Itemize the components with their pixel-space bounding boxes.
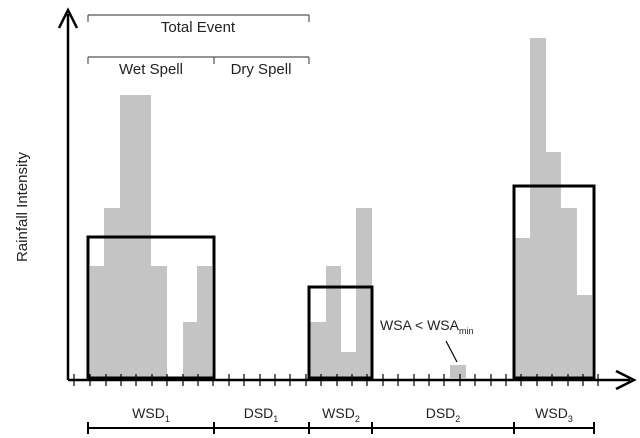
rainfall-bars xyxy=(90,38,592,378)
segment-label-wsd-2: WSD2 xyxy=(322,405,360,424)
rainfall-bar xyxy=(151,266,167,378)
rainfall-bar xyxy=(515,238,530,378)
segment-label-dsd-1: DSD1 xyxy=(244,405,279,424)
rainfall-bar xyxy=(561,208,577,378)
total-event-label: Total Event xyxy=(161,19,236,36)
x-axis-ticks xyxy=(73,374,599,386)
rainfall-bar xyxy=(197,266,212,378)
segment-label-wsd-3: WSD3 xyxy=(535,405,573,424)
rainfall-bar xyxy=(450,365,466,378)
wsa-min-note-text: WSA < WSA xyxy=(380,317,460,333)
spell-bracket xyxy=(87,56,310,64)
axes xyxy=(57,7,637,391)
rainfall-bar xyxy=(310,322,326,378)
rainfall-bar xyxy=(104,208,120,378)
segment-label-wsd-1: WSD1 xyxy=(132,405,170,424)
wet-spell-box-1 xyxy=(86,235,216,380)
spell-average-boxes xyxy=(86,184,596,380)
wsa-min-note: WSA < WSAmin xyxy=(380,317,473,336)
rainfall-bar xyxy=(341,352,356,378)
x-axis-arrowhead xyxy=(615,369,637,391)
wet-spell-box-2 xyxy=(307,285,374,380)
wsa-min-note-subscript: min xyxy=(459,326,474,336)
wet-spell-label: Wet Spell xyxy=(119,61,183,78)
rainfall-bar xyxy=(90,266,104,378)
dry-spell-label: Dry Spell xyxy=(231,61,292,78)
rainfall-bar xyxy=(183,322,197,378)
rainfall-bar xyxy=(356,208,372,378)
rainfall-bar xyxy=(530,38,546,378)
wet-spell-box-3 xyxy=(512,184,596,380)
rainfall-bar xyxy=(546,152,561,378)
rainfall-bar xyxy=(577,295,592,378)
y-axis-label: Rainfall Intensity xyxy=(14,151,31,262)
duration-line xyxy=(87,422,595,434)
wsa-min-pointer xyxy=(445,340,458,363)
y-axis-arrowhead xyxy=(57,7,79,29)
total-event-bracket xyxy=(87,14,310,22)
segment-label-dsd-2: DSD2 xyxy=(426,405,461,424)
rainfall-bar xyxy=(326,266,341,378)
